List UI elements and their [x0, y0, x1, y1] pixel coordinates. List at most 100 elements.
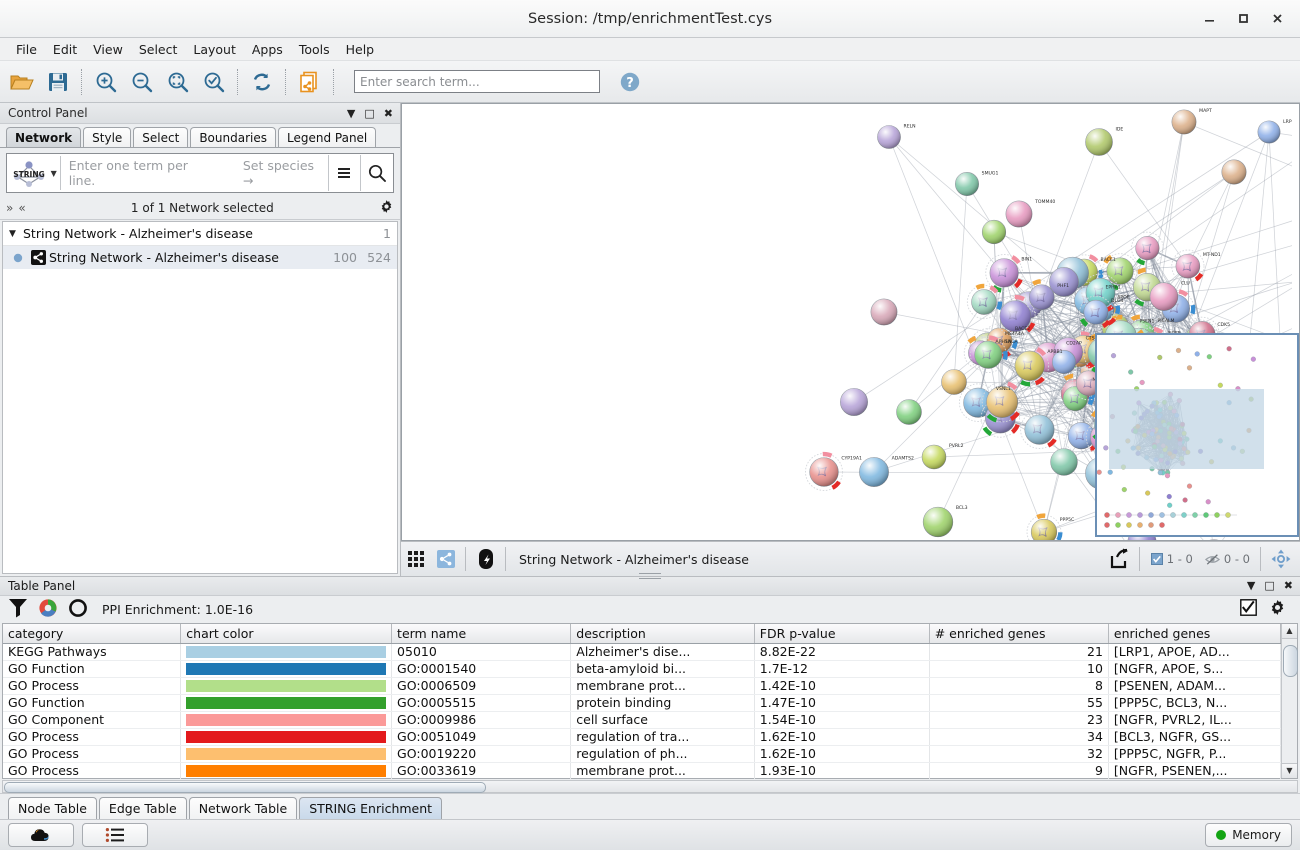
table-row[interactable]: GO Function GO:0001540 beta-amyloid bi... 1…: [3, 660, 1282, 678]
search-input[interactable]: Enter search term...: [354, 70, 600, 93]
tab-string-enrichment[interactable]: STRING Enrichment: [299, 797, 443, 819]
birdseye-viewport-rect[interactable]: [1109, 389, 1264, 469]
network-node[interactable]: [1005, 200, 1033, 228]
menu-layout[interactable]: Layout: [193, 41, 236, 57]
zoom-in-button[interactable]: [88, 64, 124, 100]
network-node[interactable]: [1063, 417, 1100, 454]
column-header-enriched-count[interactable]: # enriched genes: [929, 623, 1109, 644]
export-network-button[interactable]: [292, 64, 328, 100]
network-node[interactable]: [921, 444, 947, 470]
network-node[interactable]: [1102, 253, 1138, 291]
close-button[interactable]: [1260, 4, 1294, 34]
help-button[interactable]: ?: [612, 64, 648, 100]
table-row[interactable]: GO Process GO:0006509 membrane prot... 1.42…: [3, 677, 1282, 695]
export-image-button[interactable]: [1105, 544, 1135, 574]
table-vertical-scrollbar[interactable]: ▲ ▼: [1281, 623, 1298, 778]
network-node[interactable]: [1257, 120, 1281, 144]
expand-all-icon[interactable]: «: [18, 201, 26, 215]
tab-network-table[interactable]: Network Table: [188, 797, 298, 819]
network-node[interactable]: [859, 457, 889, 487]
pie-chart-button[interactable]: [38, 598, 58, 621]
network-node[interactable]: [966, 283, 1003, 320]
network-node[interactable]: [1020, 410, 1059, 449]
save-session-button[interactable]: [40, 64, 76, 100]
tab-edge-table[interactable]: Edge Table: [98, 797, 187, 819]
table-row[interactable]: GO Process GO:0051049 regulation of tra...…: [3, 728, 1282, 746]
selected-nodes-indicator[interactable]: 1 - 0: [1145, 552, 1199, 566]
table-row[interactable]: GO Function GO:0005515 protein binding 1.47…: [3, 694, 1282, 712]
string-term-input[interactable]: Enter one term per line. Set species →: [59, 156, 328, 190]
column-header-enriched-genes[interactable]: enriched genes: [1108, 623, 1282, 644]
network-node[interactable]: [1010, 346, 1050, 387]
network-settings-button[interactable]: [379, 199, 394, 217]
enrichment-table-wrapper[interactable]: category chart color term name descripti…: [2, 622, 1298, 797]
table-settings-button[interactable]: [1269, 599, 1286, 619]
column-header-term-name[interactable]: term name: [391, 623, 572, 644]
network-node[interactable]: [1171, 109, 1197, 135]
column-header-description[interactable]: description: [570, 623, 755, 644]
scroll-up-button[interactable]: ▲: [1282, 623, 1297, 639]
network-node[interactable]: [1024, 279, 1059, 315]
network-node[interactable]: [805, 451, 843, 491]
table-panel-float-icon[interactable]: ▼: [1246, 579, 1256, 593]
network-node[interactable]: [1131, 231, 1164, 266]
network-node[interactable]: [1149, 282, 1179, 311]
expand-triangle-icon[interactable]: ▼: [9, 228, 16, 239]
memory-indicator[interactable]: Memory: [1205, 823, 1292, 847]
table-horizontal-scrollbar[interactable]: [2, 779, 1298, 794]
scroll-track[interactable]: [1282, 639, 1298, 763]
zoom-selected-button[interactable]: [196, 64, 232, 100]
network-node[interactable]: [955, 172, 979, 196]
hscroll-thumb[interactable]: [4, 781, 486, 793]
network-node[interactable]: [877, 125, 901, 149]
menu-tools[interactable]: Tools: [298, 41, 330, 57]
network-node[interactable]: [1221, 159, 1247, 185]
tab-network[interactable]: Network: [6, 127, 82, 147]
open-session-button[interactable]: [4, 64, 40, 100]
menu-help[interactable]: Help: [345, 41, 375, 57]
network-group-row[interactable]: ▼ String Network - Alzheimer's disease 1: [3, 222, 397, 246]
string-options-button[interactable]: [327, 155, 361, 191]
network-node[interactable]: [1052, 350, 1076, 374]
network-node[interactable]: [1079, 295, 1113, 329]
menu-file[interactable]: File: [16, 41, 37, 57]
refresh-button[interactable]: [244, 64, 280, 100]
menu-edit[interactable]: Edit: [52, 41, 78, 57]
collapse-all-icon[interactable]: »: [6, 201, 14, 215]
table-panel-close-icon[interactable]: ✖: [1283, 579, 1293, 593]
network-node[interactable]: [1171, 249, 1205, 283]
tab-boundaries[interactable]: Boundaries: [190, 127, 276, 147]
network-node[interactable]: [1026, 513, 1063, 541]
network-node[interactable]: [1071, 366, 1107, 401]
filter-button[interactable]: [8, 597, 28, 622]
zoom-out-button[interactable]: [124, 64, 160, 100]
maximize-button[interactable]: [1226, 4, 1260, 34]
table-row[interactable]: KEGG Pathways 05010 Alzheimer's dise... 8.8…: [3, 643, 1282, 661]
table-row[interactable]: GO Component GO:0009986 cell surface 1.54E-…: [3, 711, 1282, 729]
tab-select[interactable]: Select: [133, 127, 189, 147]
annotation-button[interactable]: [471, 544, 501, 574]
table-panel-maximize-icon[interactable]: □: [1264, 579, 1275, 593]
network-share-button[interactable]: [431, 544, 461, 574]
string-logo-icon[interactable]: STRING: [7, 155, 51, 191]
network-node[interactable]: [941, 369, 967, 395]
tab-style[interactable]: Style: [83, 127, 132, 147]
hidden-nodes-indicator[interactable]: 0 - 0: [1199, 552, 1256, 566]
network-node[interactable]: [1085, 128, 1113, 156]
pan-tool-button[interactable]: [1266, 544, 1296, 574]
string-species-caret-icon[interactable]: ▼: [50, 168, 57, 178]
network-node[interactable]: [1050, 448, 1078, 476]
network-node[interactable]: [896, 399, 922, 425]
network-node[interactable]: [981, 381, 1023, 423]
column-header-fdr-pvalue[interactable]: FDR p-value: [754, 623, 930, 644]
panel-resize-grip[interactable]: [639, 573, 661, 579]
task-list-button[interactable]: [82, 823, 148, 847]
network-node[interactable]: [995, 294, 1036, 337]
network-node[interactable]: [1081, 273, 1120, 313]
network-node[interactable]: [922, 506, 954, 538]
control-panel-close-icon[interactable]: ✖: [383, 106, 393, 120]
zoom-fit-button[interactable]: [160, 64, 196, 100]
network-node[interactable]: [870, 298, 898, 326]
select-all-button[interactable]: [1240, 599, 1257, 619]
enrichment-table[interactable]: category chart color term name descripti…: [3, 623, 1282, 797]
